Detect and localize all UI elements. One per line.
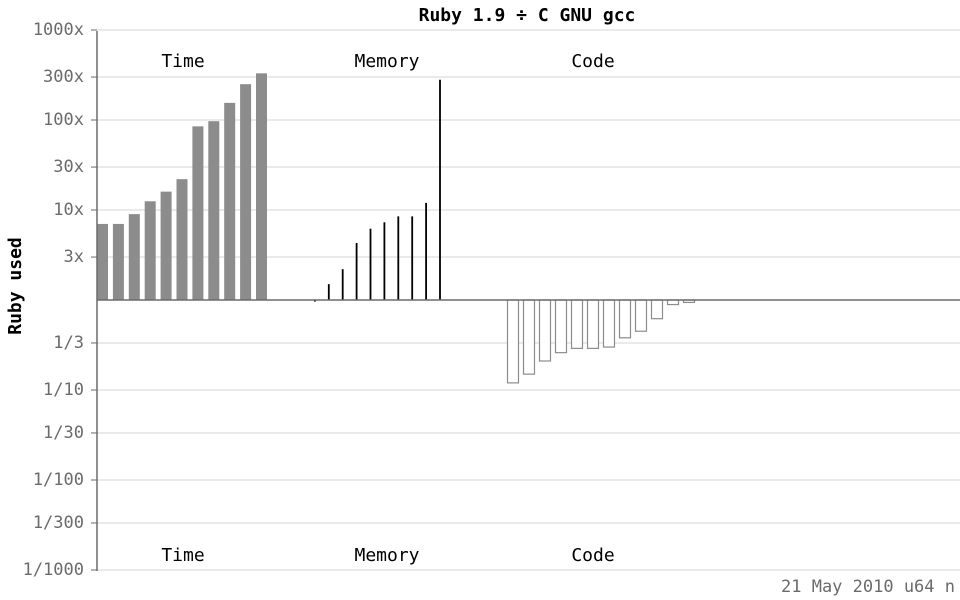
y-tick-label-4: 10x [53,200,84,220]
bar-time-6 [192,126,204,300]
bar-code-1 [522,299,536,375]
chart-title: Ruby 1.9 ÷ C GNU gcc [419,5,636,26]
group-labels: Time Memory Code Time Memory Code [161,51,614,566]
bar-memory-5 [383,222,386,300]
bar-time-1 [112,223,124,300]
bar-time-4 [160,191,172,300]
bar-time-7 [208,121,220,300]
group-label-memory-top: Memory [354,51,419,72]
bar-time-2 [128,214,140,300]
bar-code-8 [634,299,648,332]
bar-time-10 [256,73,267,301]
y-tick-label-11: 1/1000 [23,560,84,580]
y-tick-label-2: 100x [43,110,84,130]
y-tick-label-9: 1/100 [33,470,84,490]
y-axis-label: Ruby used [5,237,26,335]
bar-code-0 [506,299,520,384]
bar-memory-3 [355,242,358,300]
bar-memory-1 [327,284,330,300]
bars [97,73,696,384]
group-label-time-top: Time [161,51,204,72]
bar-time-9 [240,84,252,301]
bar-memory-7 [411,216,414,300]
y-tick-label-10: 1/300 [33,513,84,533]
group-label-memory-bottom: Memory [354,545,419,566]
y-tick-label-0: 1000x [33,20,84,40]
bar-code-3 [554,299,568,354]
group-label-code-bottom: Code [571,545,614,566]
y-tick-label-6: 1/3 [53,333,84,353]
bar-code-6 [602,299,616,348]
y-tick-label-3: 30x [53,157,84,177]
bar-code-5 [586,299,600,349]
bar-memory-8 [425,202,427,300]
group-label-code-top: Code [571,51,614,72]
y-tick-label-8: 1/30 [43,423,84,443]
y-tick-label-5: 3x [64,247,84,267]
bar-memory-6 [397,216,400,300]
bar-time-3 [144,201,156,300]
bar-memory-2 [341,269,344,300]
y-tick-label-7: 1/10 [43,380,84,400]
group-label-time-bottom: Time [161,545,204,566]
bar-code-2 [538,299,552,362]
bar-time-8 [224,102,236,300]
footer-date: 21 May 2010 u64 n [781,577,955,597]
y-tick-label-1: 300x [43,67,84,87]
bar-time-5 [176,179,188,300]
bar-memory-9 [439,79,441,301]
bar-code-9 [650,299,664,320]
bar-memory-0 [314,300,316,302]
bar-code-4 [570,299,584,349]
bar-code-7 [618,299,632,339]
bar-time-0 [97,223,108,300]
y-tick-labels: 1000x 300x 100x 30x 10x 3x 1/3 1/10 1/30 1/100 1/3… [23,20,84,580]
bar-memory-4 [369,228,372,300]
